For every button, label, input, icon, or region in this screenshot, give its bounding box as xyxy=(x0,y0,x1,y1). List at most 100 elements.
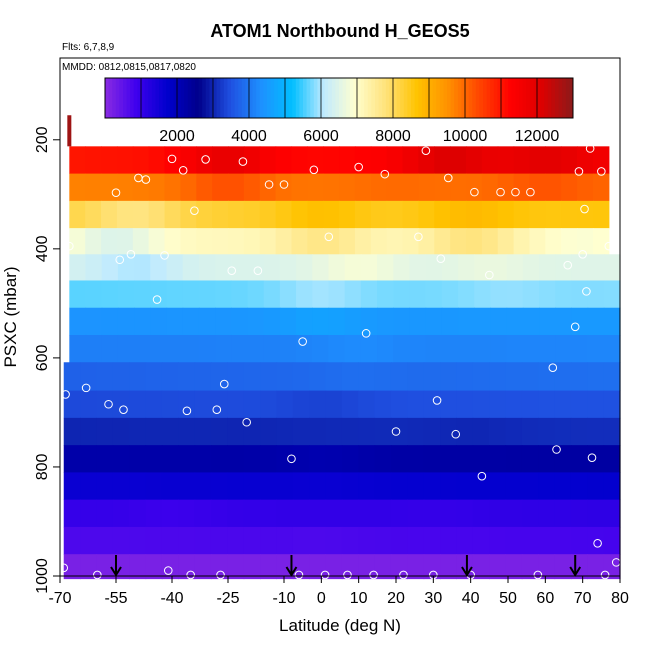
observation-point xyxy=(279,180,289,189)
observation-point xyxy=(421,146,431,155)
heatmap-cell xyxy=(309,554,327,580)
heatmap-cell xyxy=(182,280,200,309)
heatmap-cell xyxy=(538,417,556,446)
heatmap-cell xyxy=(456,445,474,473)
heatmap-cell xyxy=(441,254,459,281)
heatmap-cell xyxy=(529,146,546,174)
observation-point xyxy=(526,187,535,197)
heatmap-cell xyxy=(529,200,546,229)
colorbar-swatch xyxy=(191,78,196,118)
y-tick-label: 1000 xyxy=(34,558,51,594)
colorbar-frame xyxy=(104,77,574,119)
observation-point xyxy=(309,165,319,175)
colorbar-swatch xyxy=(454,78,459,118)
observation-point xyxy=(190,206,199,215)
heatmap-cell xyxy=(592,146,610,174)
colorbar-swatch xyxy=(252,78,257,118)
heatmap-cell xyxy=(243,526,261,555)
colorbar-swatch xyxy=(227,78,232,118)
heatmap-cell xyxy=(554,362,572,392)
heatmap-cell xyxy=(279,254,297,281)
heatmap-cell xyxy=(374,390,392,419)
heatmap-cell xyxy=(458,280,475,309)
heatmap-cell xyxy=(292,390,310,419)
heatmap-cell xyxy=(522,334,540,363)
heatmap-cell xyxy=(474,254,492,281)
heatmap-cell xyxy=(145,417,163,446)
heatmap-cell xyxy=(434,200,451,229)
observation-point xyxy=(361,329,371,338)
heatmap-cell xyxy=(390,390,408,419)
observation-point xyxy=(380,169,390,179)
colorbar-swatch xyxy=(519,78,524,118)
colorbar-swatch xyxy=(274,78,279,118)
heatmap-cell xyxy=(418,200,435,229)
heatmap-cell xyxy=(227,390,245,419)
observation-point xyxy=(242,417,251,427)
heatmap-cell xyxy=(263,334,281,363)
colorbar-swatch xyxy=(238,78,243,118)
heatmap-cell xyxy=(309,417,327,446)
heatmap-cell xyxy=(386,146,404,174)
heatmap-cell xyxy=(570,417,588,446)
heatmap-cell xyxy=(150,334,168,363)
heatmap-cell xyxy=(341,472,359,501)
colorbar-swatch xyxy=(184,78,189,118)
heatmap-cell xyxy=(166,254,184,281)
heatmap-cell xyxy=(513,200,531,229)
heatmap-cell xyxy=(570,445,588,473)
heatmap-cell xyxy=(292,554,310,580)
heatmap-cell xyxy=(243,228,261,255)
colorbar-swatch xyxy=(367,78,372,118)
heatmap-cell xyxy=(423,554,441,580)
heatmap-cell xyxy=(561,228,578,255)
heatmap-cell xyxy=(132,200,150,229)
heatmap-cell xyxy=(390,499,408,528)
heatmap-cell xyxy=(358,445,376,473)
heatmap-cell xyxy=(505,390,523,419)
heatmap-cell xyxy=(260,526,278,555)
heatmap-cell xyxy=(489,362,507,392)
heatmap-cell xyxy=(215,307,232,336)
colorbar-swatch xyxy=(216,78,221,118)
heatmap-cell xyxy=(587,417,605,446)
heatmap-cell xyxy=(275,228,293,255)
observation-point xyxy=(593,538,602,548)
heatmap-cell xyxy=(227,445,245,473)
heatmap-cell xyxy=(570,472,588,501)
heatmap-cell xyxy=(472,472,490,501)
heatmap-cell xyxy=(129,472,147,501)
heatmap-cell xyxy=(374,526,392,555)
heatmap-cell xyxy=(456,526,474,555)
heatmap-cell xyxy=(112,472,130,501)
flight-arrow xyxy=(110,555,122,577)
observation-point xyxy=(343,570,352,580)
heatmap-cell xyxy=(328,307,346,336)
observation-point xyxy=(216,570,225,580)
heatmap-cell xyxy=(178,472,196,501)
heatmap-cell xyxy=(96,445,114,473)
heatmap-cell xyxy=(145,526,163,555)
observation-point xyxy=(141,175,151,184)
heatmap-cell xyxy=(194,390,212,419)
heatmap-cell xyxy=(101,200,118,229)
colorbar-swatch xyxy=(468,78,473,118)
heatmap-cell xyxy=(328,280,346,309)
heatmap-cell xyxy=(292,499,310,528)
heatmap-cell xyxy=(489,499,507,528)
heatmap-cell xyxy=(325,554,343,580)
heatmap-cell xyxy=(276,362,294,392)
heatmap-cell xyxy=(539,334,556,363)
heatmap-cell xyxy=(212,173,229,202)
colorbar-swatch xyxy=(457,78,462,118)
x-tick-label: -55 xyxy=(104,590,127,607)
colorbar-swatch xyxy=(378,78,383,118)
heatmap-cell xyxy=(587,362,605,392)
heatmap-cell xyxy=(513,173,531,202)
heatmap-cell xyxy=(117,334,135,363)
heatmap-cell xyxy=(148,173,166,202)
heatmap-cell xyxy=(323,146,340,174)
flight-arrows xyxy=(110,555,582,577)
heatmap-cell xyxy=(196,146,213,174)
heatmap-cell xyxy=(85,307,103,336)
